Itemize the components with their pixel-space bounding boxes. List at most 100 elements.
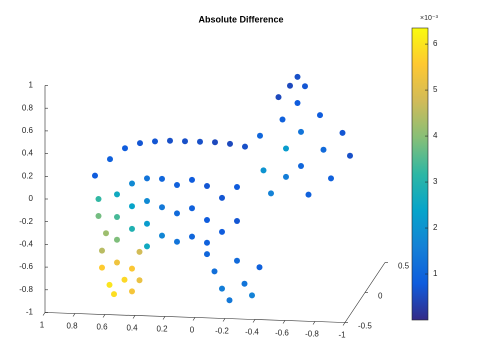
point: [114, 191, 120, 198]
x-tick: [162, 316, 166, 320]
point: [159, 175, 165, 182]
point: [129, 265, 135, 272]
point: [204, 217, 210, 224]
point: [298, 128, 304, 135]
point: [167, 137, 173, 144]
point: [226, 297, 233, 304]
colorbar-tick-label: 5: [433, 85, 438, 94]
point: [189, 176, 195, 183]
x-tick-label: -0.6: [275, 329, 289, 338]
point: [99, 247, 105, 254]
point: [152, 138, 158, 145]
x-tick: [132, 315, 136, 319]
point: [283, 173, 289, 180]
x-tick: [342, 322, 346, 326]
point: [103, 230, 109, 237]
point: [283, 145, 289, 152]
colorbar-exponent: ×10⁻³: [420, 15, 439, 22]
point: [107, 156, 113, 163]
point: [114, 214, 120, 221]
x-tick: [42, 312, 46, 316]
point: [234, 257, 240, 264]
point: [257, 132, 263, 139]
point: [204, 183, 210, 189]
point: [129, 203, 135, 210]
point: [144, 220, 150, 227]
colorbar-tick-label: 1: [433, 269, 438, 278]
x-tick: [72, 313, 76, 317]
point: [268, 190, 274, 197]
point: [122, 145, 128, 152]
point: [328, 175, 334, 182]
point: [137, 140, 143, 147]
z-tick-label: -0.2: [19, 217, 33, 226]
x-tick-label: -0.4: [245, 328, 259, 337]
x-tick-label: -1: [338, 331, 346, 340]
point: [136, 277, 143, 284]
x-tick-label: 0: [190, 326, 195, 335]
x-tick: [312, 321, 316, 325]
x-tick-label: 0.8: [66, 322, 78, 331]
x-tick: [252, 319, 256, 323]
point: [287, 82, 293, 89]
point: [114, 259, 120, 266]
z-tick-label: -1: [26, 308, 34, 317]
point: [279, 116, 286, 123]
point: [95, 212, 102, 219]
point: [219, 285, 225, 292]
point: [144, 243, 150, 250]
z-tick-label: -0.6: [19, 262, 33, 271]
point: [317, 112, 323, 119]
colorbar: [411, 27, 429, 321]
x-tick-label: 0.4: [126, 324, 138, 333]
point: [129, 180, 135, 187]
y-tick-label: 0: [378, 292, 383, 301]
point: [144, 175, 150, 182]
point: [174, 238, 180, 245]
point: [129, 225, 135, 232]
point: [234, 184, 240, 190]
point: [275, 94, 282, 101]
point: [242, 143, 248, 150]
x-tick: [102, 314, 106, 318]
x-tick: [282, 320, 286, 324]
point: [174, 182, 180, 188]
point: [95, 195, 102, 202]
point: [294, 73, 301, 80]
point: [159, 232, 165, 239]
y-tick-label: 0.5: [398, 262, 410, 271]
point: [189, 233, 195, 240]
point: [121, 276, 128, 283]
point: [129, 288, 135, 295]
point: [219, 194, 225, 201]
point: [99, 264, 105, 271]
point: [136, 248, 143, 255]
point: [182, 138, 188, 145]
z-tick-label: 0.6: [22, 126, 34, 135]
colorbar-tick-label: 6: [433, 39, 438, 48]
point: [106, 281, 113, 288]
x-tick: [222, 318, 226, 322]
z-tick-label: 1: [29, 81, 34, 90]
point: [241, 280, 248, 287]
z-tick-label: 0.2: [22, 171, 34, 180]
x-tick-label: 0.6: [96, 323, 108, 332]
x-tick-label: 1: [40, 321, 45, 330]
point: [111, 291, 117, 298]
point: [320, 146, 327, 153]
z-tick-label: 0.4: [22, 149, 34, 158]
point: [114, 236, 120, 243]
z-tick-label: -0.8: [19, 285, 33, 294]
x-tick-label: -0.2: [215, 327, 229, 336]
point: [256, 264, 263, 271]
y-tick-label: -0.5: [358, 322, 372, 331]
point: [189, 205, 195, 212]
point: [159, 204, 165, 211]
point: [260, 167, 267, 174]
x-tick: [192, 317, 196, 321]
point: [197, 138, 203, 145]
point: [174, 210, 180, 217]
point: [212, 139, 218, 146]
